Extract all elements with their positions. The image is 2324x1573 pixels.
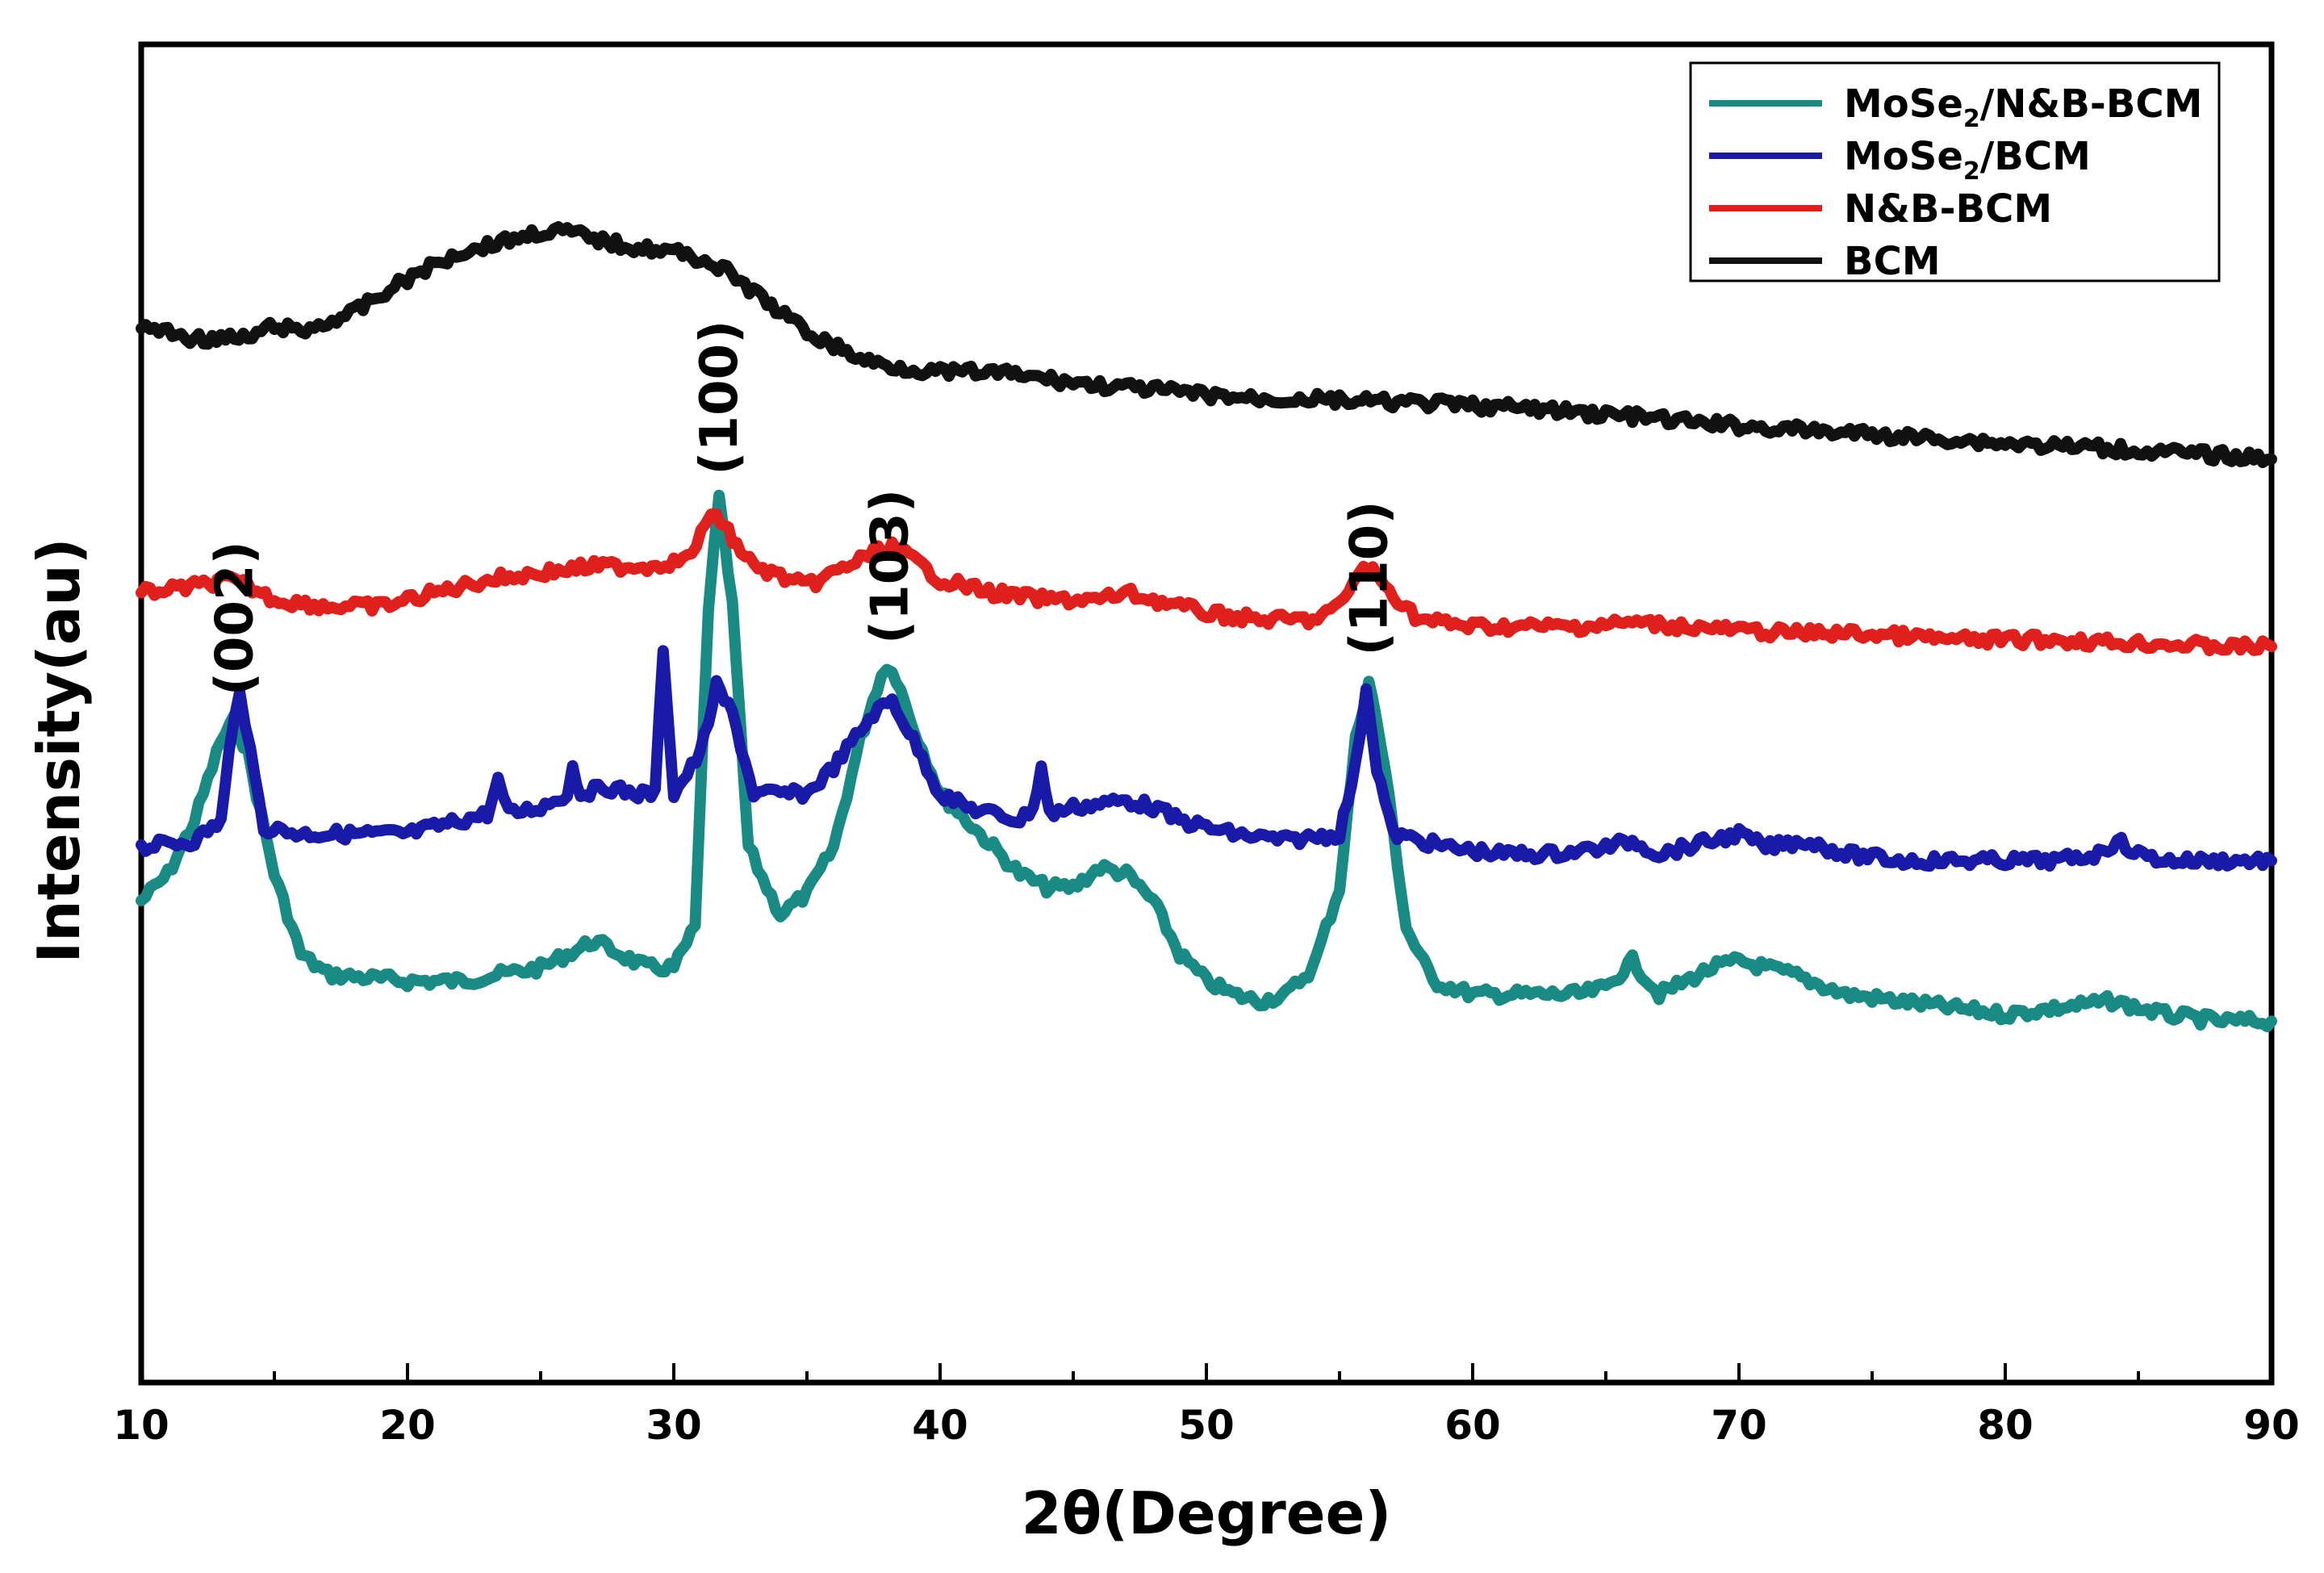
legend-label-1: MoSe2/BCM — [1844, 134, 2091, 186]
peak-label: (110) — [1340, 500, 1399, 655]
legend-box — [1689, 61, 2221, 282]
series-group — [136, 221, 2277, 1032]
x-axis-title: 2θ(Degree) — [1022, 1479, 1392, 1547]
x-tick-label: 50 — [1178, 1402, 1235, 1449]
peak-label: (002) — [206, 541, 265, 696]
series-line-1 — [136, 645, 2277, 872]
peak-labels: (002) (100) (103) (110) — [206, 320, 1400, 697]
y-axis-title: Intensity(au) — [25, 538, 93, 963]
peak-label: (100) — [690, 320, 750, 475]
x-tick-label: 20 — [379, 1402, 436, 1449]
x-tick-label: 30 — [646, 1402, 702, 1449]
x-tick-label: 90 — [2243, 1402, 2300, 1449]
series-line-2 — [136, 508, 2277, 657]
x-tick-label: 70 — [1711, 1402, 1767, 1449]
legend-label-3: BCM — [1844, 239, 1941, 284]
x-tick-label: 80 — [1977, 1402, 2034, 1449]
x-tick-label: 60 — [1444, 1402, 1501, 1449]
legend-label-0: MoSe2/N&B-BCM — [1844, 82, 2202, 133]
series-line-0 — [136, 489, 2277, 1032]
legend-label-2: N&B-BCM — [1844, 186, 2052, 232]
x-axis-tick-labels: 10 20 30 40 50 60 70 80 90 — [113, 1402, 2300, 1449]
x-axis-ticks — [140, 1363, 2273, 1383]
peak-label: (103) — [860, 489, 920, 644]
x-tick-label: 40 — [912, 1402, 968, 1449]
series-line-3 — [136, 221, 2277, 468]
x-tick-label: 10 — [113, 1402, 169, 1449]
